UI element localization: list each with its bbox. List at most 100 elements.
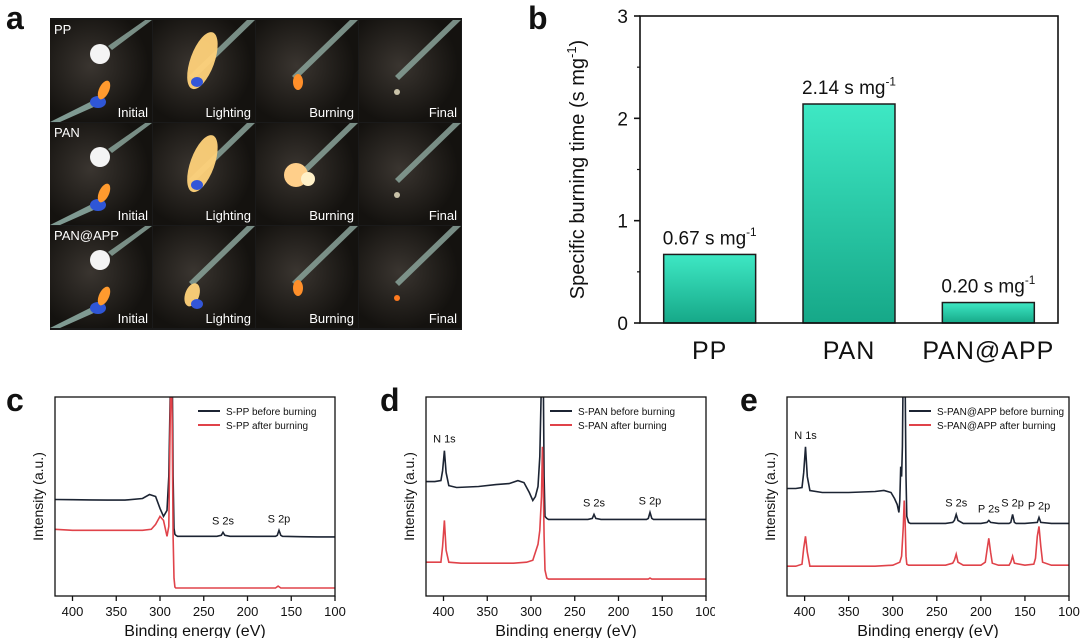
y-axis-label: Intensity (a.u.) bbox=[30, 452, 46, 541]
x-axis-label: Binding energy (eV) bbox=[124, 623, 265, 638]
bar bbox=[941, 301, 1036, 324]
photo-stage-label: Burning bbox=[309, 105, 354, 120]
legend-label: S-PP before burning bbox=[226, 407, 316, 418]
x-tick-label: 350 bbox=[838, 604, 860, 619]
photo-stage-label: Final bbox=[428, 311, 457, 326]
residue bbox=[394, 295, 400, 301]
photo-illustration bbox=[394, 20, 461, 95]
x-tick-label: 150 bbox=[651, 604, 673, 619]
x-tick-label: 300 bbox=[520, 604, 542, 619]
peak-label: S 2s bbox=[945, 497, 968, 509]
photo-stage-label: Lighting bbox=[205, 208, 251, 223]
bar bbox=[662, 253, 757, 324]
photo-cell: Burning bbox=[256, 123, 358, 225]
burning-time-bar-chart: 0.67 s mg-1 PP 2.14 s mg-1 PAN 0.20 s mg-1 PA… bbox=[564, 7, 1059, 365]
photo-illustration bbox=[50, 20, 152, 122]
tweezers-shape bbox=[395, 123, 461, 183]
photo-illustration bbox=[50, 123, 152, 225]
y-tick-label: 2 bbox=[617, 109, 628, 130]
plot-frame bbox=[54, 396, 336, 597]
lighter-shape bbox=[50, 308, 96, 328]
x-tick-label: PAN bbox=[823, 337, 876, 365]
peak-label: S 2s bbox=[583, 497, 606, 509]
burning-sample bbox=[293, 74, 303, 90]
x-tick-label: 200 bbox=[237, 604, 259, 619]
tweezers-shape bbox=[292, 123, 358, 183]
photo-illustration bbox=[187, 20, 255, 90]
x-tick-label: PP bbox=[692, 337, 727, 365]
photo-illustration bbox=[394, 226, 461, 301]
x-tick-label: 150 bbox=[280, 604, 302, 619]
photo-stage-label: Lighting bbox=[205, 311, 251, 326]
y-axis-label: Specific burning time (s mg-1) bbox=[564, 40, 589, 299]
tweezers-shape bbox=[108, 123, 152, 153]
xps-spectrum-pan-app: 400 350 300 250 200 150 100 Binding energy (eV)… bbox=[762, 396, 1080, 638]
photo-illustration bbox=[187, 123, 255, 193]
burning-sample bbox=[301, 172, 315, 186]
x-tick-label: 100 bbox=[324, 604, 346, 619]
bar-value-label: 2.14 s mg-1 bbox=[802, 75, 896, 99]
tweezers-shape bbox=[395, 20, 461, 80]
flame bbox=[97, 80, 111, 100]
peak-label: N 1s bbox=[794, 430, 817, 442]
x-axis-label: Binding energy (eV) bbox=[857, 623, 998, 638]
x-axis-label: Binding energy (eV) bbox=[495, 623, 636, 638]
residue bbox=[394, 89, 400, 95]
tweezers-shape bbox=[292, 226, 358, 286]
photo-illustration bbox=[284, 123, 358, 187]
peak-label: S 2s bbox=[212, 515, 235, 527]
photo-stage-label: Lighting bbox=[205, 105, 251, 120]
photo-cell: Final bbox=[359, 20, 461, 122]
tweezers-shape bbox=[395, 226, 461, 286]
panel-label-e: e bbox=[740, 382, 758, 418]
x-tick-label: 350 bbox=[476, 604, 498, 619]
photo-cell: Burning bbox=[256, 226, 358, 328]
sample-disc bbox=[90, 250, 110, 270]
x-tick-label: 200 bbox=[608, 604, 630, 619]
spectrum-line bbox=[55, 397, 335, 589]
flame bbox=[97, 183, 111, 203]
photo-cell: Initial PP bbox=[50, 20, 152, 122]
peak-label: P 2s bbox=[978, 503, 1000, 515]
x-tick-label: 250 bbox=[926, 604, 948, 619]
x-tick-label: 150 bbox=[1014, 604, 1036, 619]
photo-cell: Lighting bbox=[153, 20, 255, 122]
panel-label-b: b bbox=[528, 0, 548, 36]
sample-disc bbox=[90, 44, 110, 64]
flame bbox=[187, 135, 218, 193]
photo-illustration bbox=[292, 226, 358, 296]
legend-label: S-PAN@APP after burning bbox=[937, 421, 1056, 432]
legend-label: S-PP after burning bbox=[226, 421, 308, 432]
panel-label-d: d bbox=[380, 382, 400, 418]
y-tick-label: 1 bbox=[617, 212, 628, 233]
photo-cell: Lighting bbox=[153, 226, 255, 328]
spectrum-line bbox=[55, 397, 335, 538]
y-axis-label: Intensity (a.u.) bbox=[762, 452, 778, 541]
photo-cell: Lighting bbox=[153, 123, 255, 225]
flame-base bbox=[191, 299, 203, 309]
photo-stage-label: Initial bbox=[117, 105, 148, 120]
photo-stage-label: Burning bbox=[309, 311, 354, 326]
photo-illustration bbox=[394, 123, 461, 198]
bar-value-label: 0.20 s mg-1 bbox=[941, 274, 1035, 298]
legend-label: S-PAN@APP before burning bbox=[937, 407, 1064, 418]
photo-stage-label: Burning bbox=[309, 208, 354, 223]
lighter-shape bbox=[50, 205, 96, 225]
y-axis-label: Intensity (a.u.) bbox=[401, 452, 417, 541]
bar bbox=[802, 103, 896, 324]
panel-label-a: a bbox=[6, 0, 24, 36]
peak-label: S 2p bbox=[268, 513, 291, 525]
spectrum-line bbox=[426, 446, 706, 580]
photo-cell: Final bbox=[359, 226, 461, 328]
x-tick-label: PAN@APP bbox=[922, 337, 1054, 365]
lighter-shape bbox=[50, 102, 96, 122]
burning-sample bbox=[293, 280, 303, 296]
residue bbox=[394, 192, 400, 198]
photo-illustration bbox=[50, 226, 152, 328]
photo-sample-label: PAN bbox=[54, 125, 80, 140]
photo-illustration bbox=[292, 20, 358, 90]
photo-sample-label: PP bbox=[54, 22, 72, 37]
photo-illustration bbox=[184, 226, 255, 309]
flame bbox=[97, 286, 111, 306]
tweezers-shape bbox=[292, 20, 358, 80]
